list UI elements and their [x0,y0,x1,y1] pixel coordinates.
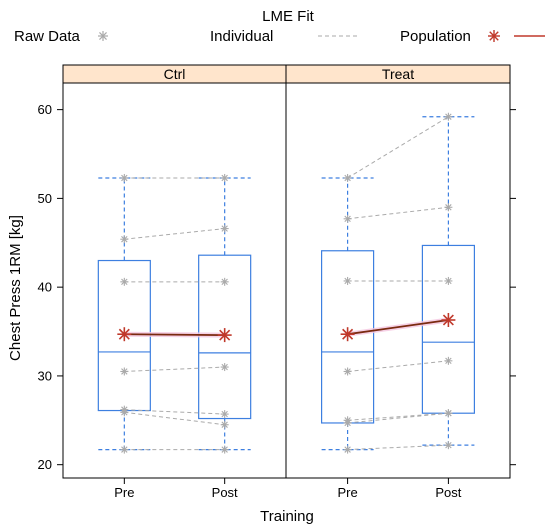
raw-point [220,173,229,182]
individual-line [347,444,449,451]
legend: LME Fit Raw Data Individual Population [14,8,545,45]
population-point [340,327,355,342]
raw-point [444,203,453,212]
raw-point [220,420,229,429]
strip-label-ctrl: Ctrl [164,66,186,82]
population-point [117,327,132,342]
y-tick-label: 30 [38,368,52,383]
raw-point [120,277,129,286]
individual-line [124,411,225,426]
raw-point [343,276,352,285]
raw-point [220,224,229,233]
individual-line [347,206,449,220]
population-point [217,328,232,343]
raw-point [120,445,129,454]
legend-label-individual: Individual [210,28,273,45]
y-tick-label: 40 [38,280,52,295]
panel-ctrl: Ctrl Pre Post [62,64,287,500]
raw-point [343,418,352,427]
legend-label-population: Population [400,28,471,45]
legend-label-raw: Raw Data [14,28,81,45]
x-tick-label: Post [435,485,461,500]
raw-point [120,173,129,182]
raw-point [120,408,129,417]
x-tick-label: Pre [114,485,134,500]
raw-point [220,277,229,286]
strip-label-treat: Treat [382,66,414,82]
raw-point [444,276,453,285]
y-axis-title: Chest Press 1RM [kg] [7,215,24,361]
legend-raw-marker [98,31,108,41]
box-treat-post [421,116,475,446]
raw-point [220,445,229,454]
y-tick-label: 60 [38,102,52,117]
raw-point [343,445,352,454]
individual-line [124,228,225,240]
raw-point [444,356,453,365]
population-line [347,319,449,336]
individual-line [124,409,225,415]
raw-point [444,112,453,121]
y-tick-label: 20 [38,457,52,472]
box-iqr [421,244,475,414]
raw-point [444,409,453,418]
raw-point [220,363,229,372]
box-ctrl-post [198,177,252,451]
panel-treat: Treat Pre Post [285,64,511,500]
legend-title: LME Fit [262,8,315,25]
raw-point [220,410,229,419]
raw-point [343,214,352,223]
panel-frame-treat [285,82,511,479]
x-tick-label: Pre [337,485,357,500]
raw-point [120,235,129,244]
individual-line [347,412,449,424]
legend-population-marker [488,30,500,42]
y-tick-label: 50 [38,191,52,206]
raw-point [120,367,129,376]
x-axis-title: Training [260,508,314,525]
raw-point [343,173,352,182]
raw-point [343,367,352,376]
individual-line [347,116,449,179]
population-line [124,333,225,336]
raw-point [444,441,453,450]
plot-area: Ctrl Pre Post Treat Pre Post 20 30 40 50 60 [38,64,516,500]
population-point [441,313,456,327]
individual-line [124,366,225,372]
individual-line [347,360,449,372]
x-tick-label: Post [212,485,238,500]
